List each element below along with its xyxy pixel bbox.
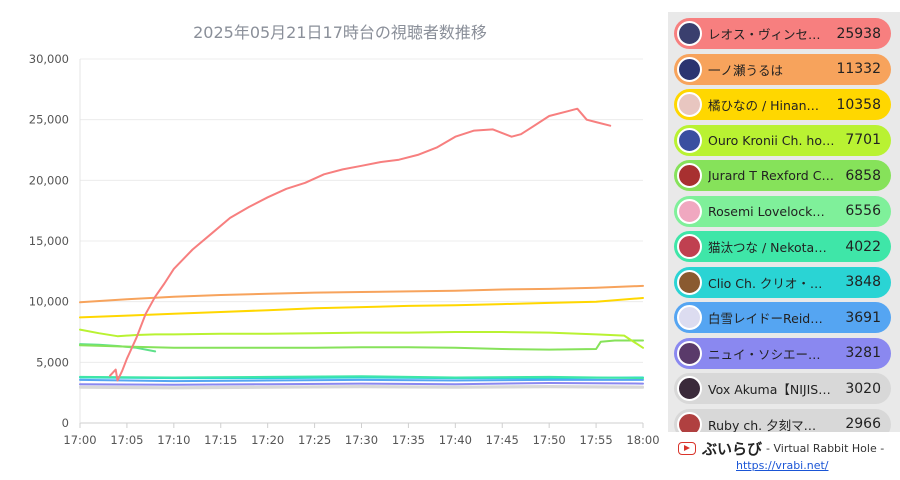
legend-item[interactable]: 白雪レイドーReid… 3691 [674,302,891,333]
x-tick-label: 17:40 [439,433,472,447]
legend-item[interactable]: Ouro Kronii Ch. ho… 7701 [674,124,891,156]
x-tick-label: 17:50 [533,433,566,447]
legend-item-value: 3281 [845,345,881,361]
legend-item-name: レオス・ヴィンセ… [708,27,821,42]
legend-item-name: Rosemi Lovelock… [708,203,825,219]
series-line [79,284,644,304]
legend-item-value: 4022 [845,238,881,255]
legend-item-value: 3691 [845,309,881,326]
legend-item[interactable]: Jurard T Rexford C… 6858 [674,160,891,191]
y-tick-label: 10,000 [29,295,69,309]
youtube-play-icon [678,442,696,455]
x-tick-label: 17:55 [580,433,613,447]
legend-item-name: Vox Akuma【NIJIS… [708,382,831,397]
x-axis: 17:00 17:05 17:10 17:15 17:20 17:25 17:30 17:35… [63,423,660,447]
avatar [677,234,702,259]
x-tick-label: 17:45 [486,433,519,447]
brand-subtitle: - Virtual Rabbit Hole - [766,442,885,455]
y-tick-label: 20,000 [29,173,69,187]
legend-item[interactable]: Rosemi Lovelock… 6556 [674,195,891,227]
avatar [677,92,702,117]
legend-item-name: 白雪レイドーReid… [708,311,823,326]
legend-item[interactable]: 橘ひなの / Hinan… 10358 [674,89,891,120]
x-tick-label: 18:00 [626,433,659,447]
x-tick-label: 17:15 [204,433,237,447]
legend-item-name: Jurard T Rexford C… [708,168,834,183]
legend-item-value: 25938 [836,25,881,42]
legend-item[interactable]: レオス・ヴィンセ… 25938 [674,18,891,49]
series-line [79,339,644,351]
y-tick-label: 5,000 [36,355,69,369]
legend-item[interactable]: Clio Ch. クリオ・… 3848 [674,266,891,298]
legend-item-name: Ouro Kronii Ch. ho… [708,132,835,148]
legend-item-name: Clio Ch. クリオ・… [708,275,823,291]
legend-panel: レオス・ヴィンセ… 25938 一ノ瀬うるは 11332 橘ひなの / Hinan…… [668,12,900,480]
legend: レオス・ヴィンセ… 25938 一ノ瀬うるは 11332 橘ひなの / Hinan…… [674,18,891,432]
legend-item-value: 2966 [845,416,881,432]
series-line [79,328,644,349]
site-link[interactable]: https://vrabi.net/ [736,459,829,472]
x-tick-label: 17:10 [157,433,190,447]
avatar [677,21,702,46]
legend-item[interactable]: Ruby ch. 夕刻マ… 2966 [674,408,891,433]
legend-item[interactable]: 猫汰つな / Nekota… 4022 [674,231,891,262]
y-tick-label: 0 [62,416,69,430]
x-tick-label: 17:35 [392,433,425,447]
series-lines [79,107,644,390]
legend-item[interactable]: Vox Akuma【NIJIS… 3020 [674,373,891,404]
x-tick-label: 17:00 [63,433,96,447]
viewer-count-chart: 2025年05月21日17時台の視聴者数推移 0 5,000 10,000 15,00… [29,23,660,447]
legend-item-value: 3848 [845,274,881,290]
series-line [79,385,644,389]
series-line [79,386,644,390]
series-line [79,382,644,386]
legend-item[interactable]: 一ノ瀬うるは 11332 [674,53,891,85]
legend-item-value: 6556 [845,203,881,219]
y-tick-label: 15,000 [29,234,69,248]
legend-item-name: 猫汰つな / Nekota… [708,240,827,255]
legend-item-value: 10358 [836,96,881,113]
legend-item-name: 橘ひなの / Hinan… [708,98,820,113]
avatar [677,56,702,82]
avatar [677,127,702,153]
legend-item-value: 11332 [836,61,881,77]
x-tick-label: 17:30 [345,433,378,447]
chart-title: 2025年05月21日17時台の視聴者数推移 [193,23,487,42]
avatar [677,163,702,188]
y-axis: 0 5,000 10,000 15,000 20,000 25,000 30,000 [29,52,69,430]
x-tick-label: 17:20 [251,433,284,447]
legend-item-name: ニュイ・ソシエー… [708,346,821,362]
legend-item[interactable]: ニュイ・ソシエー… 3281 [674,337,891,369]
legend-item-name: Ruby ch. 夕刻マ… [708,417,817,433]
legend-item-value: 6858 [845,167,881,184]
footer: ぶいらび - Virtual Rabbit Hole - https://vra… [668,432,900,480]
series-line [79,297,644,319]
brand-name: ぶいらび [702,440,763,458]
avatar [677,376,702,401]
series-line [109,107,612,382]
avatar [677,411,702,432]
x-tick-label: 17:05 [110,433,143,447]
legend-item-name: 一ノ瀬うるは [708,62,784,78]
series-line [79,375,644,380]
legend-item-value: 7701 [845,132,881,148]
y-tick-label: 30,000 [29,52,69,66]
avatar [677,305,702,330]
series-line [79,378,644,383]
brand-row: ぶいらび - Virtual Rabbit Hole - [678,438,884,459]
grid-lines [79,58,643,424]
avatar [677,269,702,295]
avatar [677,340,702,366]
x-tick-label: 17:25 [298,433,331,447]
avatar [677,198,702,224]
legend-item-value: 3020 [845,380,881,397]
y-tick-label: 25,000 [29,113,69,127]
